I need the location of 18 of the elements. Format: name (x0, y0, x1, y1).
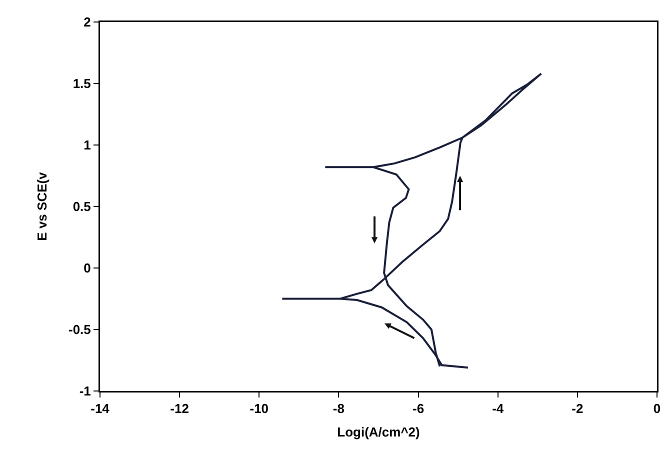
y-tick-label: 1 (84, 138, 91, 153)
x-tick-label: -10 (250, 401, 269, 416)
x-tick-label: -14 (90, 401, 110, 416)
x-tick-label: -12 (170, 401, 189, 416)
y-tick-label: 2 (84, 14, 91, 30)
x-tick-label: -8 (332, 401, 344, 416)
x-tick-label: 0 (653, 401, 661, 416)
x-axis-title: Logi(A/cm^2) (337, 424, 420, 440)
x-tick-label: -4 (492, 401, 504, 416)
y-axis-title: E vs SCE(v (34, 171, 50, 241)
x-tick-label: -2 (572, 401, 584, 416)
y-tick-label: 1.5 (72, 76, 91, 92)
y-tick-label: 0 (84, 260, 91, 276)
y-tick-label: -1 (79, 384, 91, 399)
line-series (281, 72, 542, 369)
x-tick-label: -6 (412, 401, 424, 416)
y-tick-label: -0.5 (68, 322, 91, 338)
y-tick-label: 0.5 (72, 199, 91, 214)
